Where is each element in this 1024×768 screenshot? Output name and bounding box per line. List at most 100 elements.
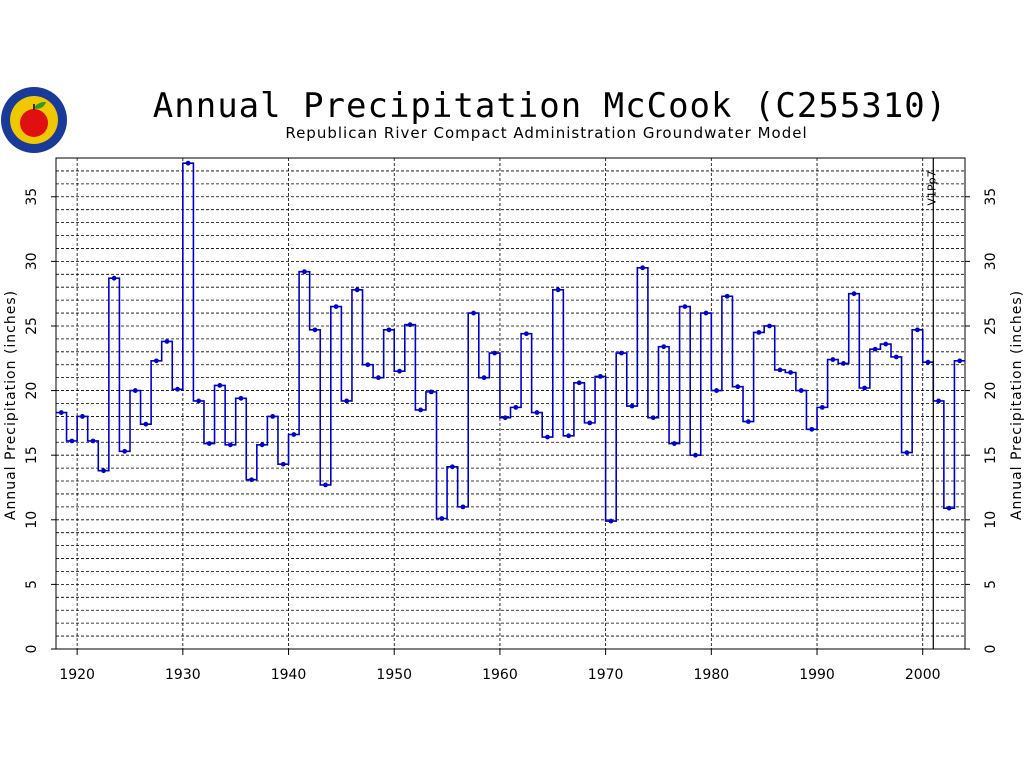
data-point xyxy=(323,482,328,488)
x-tick-label: 1940 xyxy=(271,667,307,683)
data-point xyxy=(915,327,920,333)
data-point xyxy=(386,327,392,333)
axis-ticks: 0 0 5 5 10 10 15 15 20 20 25 25 30 30 35 35 1920 1930 1940… xyxy=(24,188,999,683)
y-tick-label-left: 15 xyxy=(24,446,40,464)
data-point xyxy=(101,468,106,474)
annotation-label: V1Pp7 xyxy=(925,170,938,205)
y-tick-label-left: 30 xyxy=(24,252,40,270)
data-point xyxy=(143,421,149,427)
data-point xyxy=(449,464,455,470)
data-point xyxy=(397,368,402,374)
y-tick-label-left: 10 xyxy=(24,511,40,529)
leaf-icon xyxy=(34,101,46,109)
data-point xyxy=(206,441,212,446)
apple-icon xyxy=(20,109,48,137)
annotations: V1Pp7 xyxy=(925,158,938,649)
x-tick-label: 1950 xyxy=(376,667,412,683)
data-point xyxy=(502,415,508,421)
data-point xyxy=(69,438,75,444)
data-point xyxy=(693,452,698,458)
x-tick-label: 1990 xyxy=(799,667,835,683)
data-point xyxy=(111,275,117,281)
data-point xyxy=(640,265,646,271)
data-point xyxy=(513,404,519,410)
y-tick-label-right: 15 xyxy=(983,446,999,464)
y-tick-label-right: 5 xyxy=(983,580,999,589)
data-point xyxy=(249,477,254,483)
y-tick-label-right: 0 xyxy=(983,645,999,654)
data-point xyxy=(883,341,889,347)
data-point xyxy=(196,398,202,404)
data-point xyxy=(893,354,899,360)
data-point xyxy=(650,415,656,421)
data-point xyxy=(788,370,793,375)
chart-title: Annual Precipitation McCook (C255310) xyxy=(152,86,948,126)
data-point xyxy=(703,310,709,316)
data-point xyxy=(238,395,244,401)
y-tick-label-left: 5 xyxy=(24,580,40,589)
data-point xyxy=(460,504,466,510)
data-point xyxy=(259,442,265,448)
data-point xyxy=(428,389,434,395)
x-tick-label: 1980 xyxy=(694,667,730,683)
data-point xyxy=(830,357,836,362)
data-point xyxy=(333,304,339,309)
data-point xyxy=(439,516,445,521)
data-point xyxy=(619,350,624,356)
x-tick-label: 1920 xyxy=(59,667,95,683)
plot-frame xyxy=(55,157,966,650)
data-point xyxy=(375,375,381,381)
y-tick-label-right: 10 xyxy=(983,511,999,529)
data-point xyxy=(841,361,846,366)
data-point xyxy=(291,432,297,437)
y-axis-label-right: Annual Precipitation (inches) xyxy=(1009,290,1024,520)
data-point xyxy=(566,433,572,439)
data-point xyxy=(576,380,582,386)
data-point xyxy=(407,322,413,328)
data-point xyxy=(608,518,614,524)
data-point xyxy=(872,346,878,352)
data-point xyxy=(756,330,762,335)
y-tick-label-right: 20 xyxy=(983,382,999,400)
data-point xyxy=(122,448,128,454)
data-point xyxy=(365,362,371,368)
data-point xyxy=(280,461,286,467)
data-point xyxy=(312,327,318,333)
stem-icon xyxy=(33,104,35,110)
data-point xyxy=(936,398,941,404)
data-point xyxy=(132,388,138,393)
data-point xyxy=(777,367,783,373)
plot-border xyxy=(55,157,966,650)
data-point xyxy=(418,407,424,413)
data-point xyxy=(957,358,963,364)
data-point xyxy=(629,403,635,409)
data-point xyxy=(217,383,223,388)
data-point xyxy=(767,323,772,329)
logo xyxy=(1,87,67,153)
y-tick-label-left: 20 xyxy=(24,382,40,400)
x-tick-label: 1930 xyxy=(165,667,201,683)
data-point xyxy=(481,375,487,381)
x-tick-label: 1960 xyxy=(482,667,518,683)
data-point xyxy=(58,410,64,415)
data-point xyxy=(745,419,751,424)
data-point xyxy=(682,304,688,309)
data-point xyxy=(523,331,529,337)
data-point xyxy=(862,385,867,391)
y-tick-label-right: 35 xyxy=(983,188,999,206)
grid xyxy=(56,158,965,649)
x-tick-label: 2000 xyxy=(905,667,941,683)
data-point xyxy=(724,293,730,299)
data-point xyxy=(154,358,159,364)
data-point xyxy=(925,359,931,365)
data-point xyxy=(354,287,360,293)
data-point xyxy=(228,442,233,448)
data-point xyxy=(164,339,170,344)
data-point xyxy=(661,344,667,350)
series xyxy=(56,160,965,524)
data-point xyxy=(671,441,677,446)
y-axis-label-left: Annual Precipitation (inches) xyxy=(3,290,19,520)
y-tick-label-left: 35 xyxy=(24,188,40,206)
data-point xyxy=(492,350,498,356)
